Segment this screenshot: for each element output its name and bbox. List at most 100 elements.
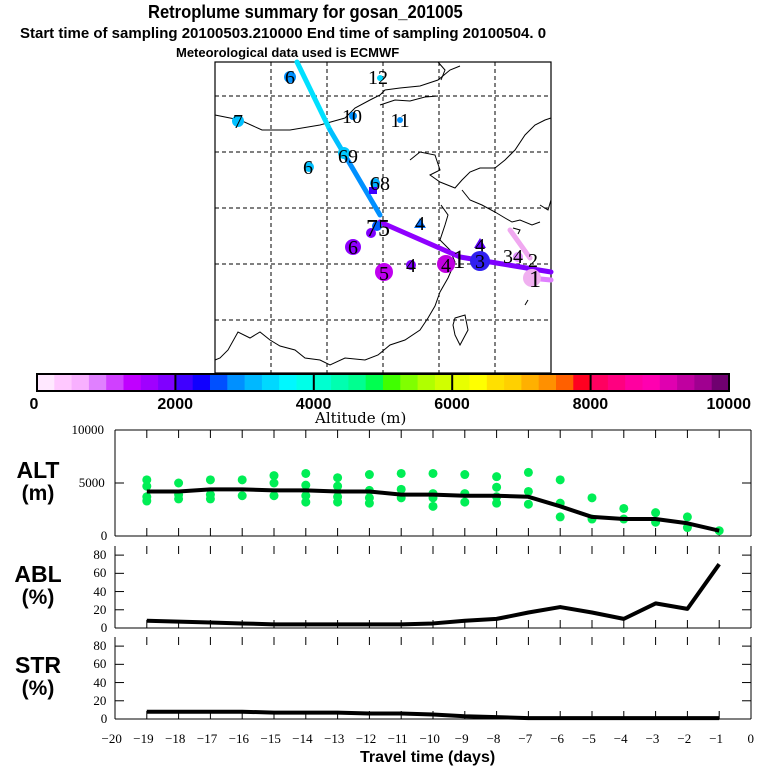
sampling-time-subtitle: Start time of sampling 20100503.210000 E…	[20, 25, 547, 42]
scatter-point	[523, 467, 533, 477]
met-data-subtitle: Meteorological data used is ECMWF	[176, 45, 400, 60]
x-tick-label: −19	[133, 731, 154, 746]
x-tick-label: −17	[196, 731, 218, 746]
scatter-point	[174, 494, 184, 504]
scatter-point	[396, 493, 406, 503]
x-tick-label: −13	[324, 731, 345, 746]
svg-text:69: 69	[338, 146, 358, 168]
scatter-point	[142, 481, 152, 491]
svg-text:3: 3	[475, 251, 485, 273]
colorbar-tick-label: 10000	[706, 396, 752, 413]
cluster-marker: 1	[529, 267, 541, 293]
scatter-point	[714, 526, 724, 536]
scatter-point	[428, 468, 438, 478]
svg-text:4: 4	[406, 255, 416, 277]
series-line	[146, 563, 721, 627]
svg-text:75: 75	[366, 216, 390, 242]
x-tick-label: −2	[677, 731, 692, 746]
svg-text:6: 6	[285, 67, 295, 89]
y-tick-label: 40	[93, 674, 107, 690]
scatter-point	[428, 501, 438, 511]
scatter-point	[301, 480, 311, 490]
scatter-point	[651, 508, 661, 518]
panel-label-line: STR	[15, 652, 61, 678]
scatter-point	[142, 475, 152, 485]
scatter-point	[460, 497, 470, 507]
scatter-point	[619, 514, 629, 524]
scatter-point	[205, 475, 215, 485]
scatter-point	[492, 492, 502, 502]
scatter-point	[364, 470, 374, 480]
scatter-point	[555, 475, 565, 485]
x-tick-label: 0	[747, 731, 755, 746]
scatter-point	[333, 481, 343, 491]
x-tick-label: −1	[709, 731, 724, 746]
series-line	[146, 487, 720, 533]
colorbar-tick-label: 6000	[434, 396, 470, 413]
travel-time-xlabel: Travel time (days)	[360, 749, 496, 766]
cluster-marker: 1	[453, 245, 466, 274]
scatter-point	[555, 512, 565, 522]
cluster-marker: 68	[369, 173, 390, 195]
svg-text:34: 34	[503, 246, 523, 268]
plume-segment	[340, 149, 383, 218]
scatter-point	[492, 472, 502, 482]
cluster-marker: 69	[338, 146, 358, 168]
scatter-point	[682, 523, 692, 533]
cluster-marker: 6	[284, 67, 296, 89]
panel-label-alt: ALT (m)	[8, 459, 68, 506]
scatter-point	[396, 484, 406, 494]
map-gridlines	[215, 62, 551, 373]
scatter-point	[174, 490, 184, 500]
scatter-point	[555, 498, 565, 508]
x-tick-label: −16	[228, 731, 250, 746]
scatter-point	[333, 492, 343, 502]
scatter-point	[237, 475, 247, 485]
svg-text:68: 68	[370, 173, 390, 195]
chart-title: Retroplume summary for gosan_201005	[148, 2, 463, 22]
y-tick-label: 0	[100, 711, 108, 726]
svg-text:11: 11	[390, 110, 409, 132]
svg-text:12: 12	[368, 67, 388, 89]
panel-label-abl: ABL (%)	[8, 561, 68, 610]
panel-label-line: (%)	[21, 586, 55, 609]
scatter-point	[301, 468, 311, 478]
svg-text:1: 1	[453, 245, 466, 274]
x-tick-label: −18	[165, 731, 186, 746]
svg-text:6: 6	[348, 237, 358, 259]
x-tick-label: −12	[355, 731, 377, 746]
scatter-point	[269, 478, 279, 488]
x-tick-label: −10	[419, 731, 440, 746]
scatter-point	[205, 490, 215, 500]
panel-label-line: ABL	[14, 561, 62, 587]
scatter-point	[460, 489, 470, 499]
x-tick-label: −11	[387, 731, 408, 746]
trajectory-map: 6 12 7 10 11 6 69 68 4 75 6 5 4 4 1 4 3 …	[214, 59, 554, 374]
scatter-point	[142, 492, 152, 502]
cluster-marker: 34	[503, 246, 523, 268]
y-tick-label: 60	[93, 656, 107, 672]
scatter-point	[301, 497, 311, 507]
colorbar-tick-label: 2000	[157, 396, 193, 413]
cluster-marker: 6	[345, 237, 361, 259]
cluster-markers: 6 12 7 10 11 6 69 68 4 75 6 5 4 4 1 4 3 …	[232, 67, 541, 293]
colorbar-xlabel: Altitude (m)	[315, 409, 407, 427]
scatter-point	[428, 489, 438, 499]
cluster-marker: 11	[390, 110, 409, 132]
plume-segment	[377, 219, 463, 260]
x-tick-label: −9	[454, 731, 469, 746]
y-tick-label: 20	[93, 692, 107, 708]
scatter-point	[237, 491, 247, 501]
scatter-point	[333, 473, 343, 483]
cluster-marker: 6	[303, 157, 314, 179]
panel-abl	[114, 546, 752, 629]
cluster-marker: 7	[232, 111, 244, 133]
scatter-point	[301, 491, 311, 501]
y-tick-label: 60	[93, 565, 107, 581]
cluster-marker: 4	[474, 235, 486, 257]
scatter-point	[174, 478, 184, 488]
panel-label-line: (m)	[21, 482, 55, 505]
cluster-marker: 5	[375, 263, 393, 285]
svg-text:6: 6	[303, 157, 313, 179]
scatter-point	[333, 497, 343, 507]
